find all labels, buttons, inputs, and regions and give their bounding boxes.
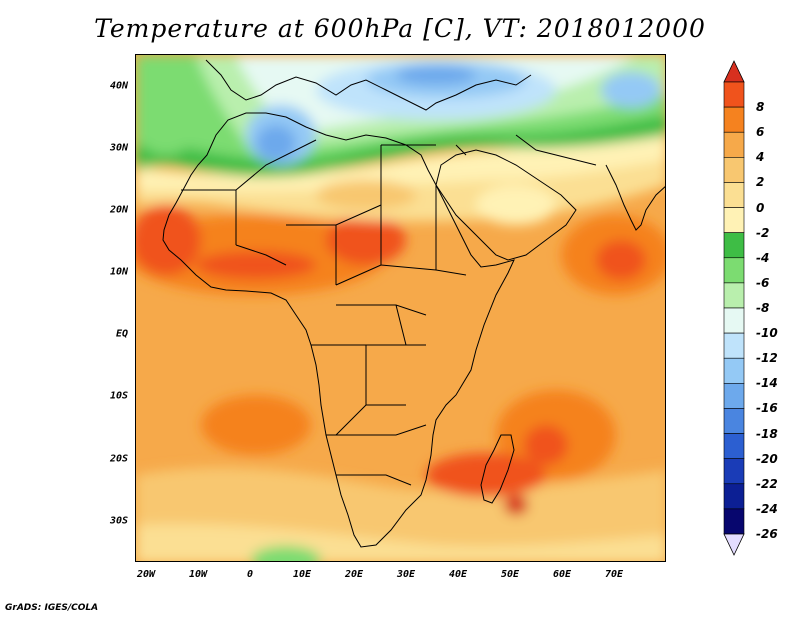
colorbar-swatch [723,508,745,535]
colorbar-top-arrow [723,60,745,83]
colorbar-label: 4 [756,150,765,165]
colorbar-label: -26 [756,527,778,541]
lon-label-10w: 10W [188,569,208,580]
lon-label-60e: 60E [552,569,572,580]
colorbar [723,60,745,556]
coastlines [162,59,665,548]
lat-label-eq: EQ [115,328,128,340]
colorbar-swatch [723,332,745,359]
colorbar-label: -14 [756,376,778,391]
colorbar-swatch [723,232,745,259]
colorbar-swatch [723,433,745,459]
lon-label-70e: 70E [604,569,624,580]
map-title: Temperature at 600hPa [C], VT: 201801200… [94,14,706,43]
grads-credit: GrADS: IGES/COLA [5,603,99,613]
lon-label-20w: 20W [136,569,156,580]
colorbar-label: -8 [756,301,770,315]
colorbar-swatch [723,408,745,434]
colorbar-swatch [723,383,745,409]
colorbar-label: 0 [756,200,765,215]
map-panel [135,54,666,562]
colorbar-bottom-arrow [723,533,745,556]
lon-label-10e: 10E [292,569,312,580]
lat-label-10n: 10N [109,266,128,278]
colorbar-label: 6 [756,125,765,140]
colorbar-label: -24 [756,501,778,516]
lat-label-30s: 30S [109,515,128,527]
lon-label-0: 0 [246,569,254,580]
colorbar-swatch [723,483,745,510]
temperature-contours [136,55,665,561]
lon-label-30e: 30E [396,569,416,580]
lon-label-40e: 40E [448,569,468,580]
colorbar-label: -20 [756,451,778,466]
lat-label-30n: 30N [109,142,128,154]
colorbar-label: -22 [756,476,778,491]
colorbar-label: -10 [756,326,778,341]
lat-label-40n: 40N [109,80,128,92]
lat-label-20s: 20S [109,453,128,465]
lon-label-50e: 50E [500,569,520,580]
colorbar-swatch [723,157,745,183]
colorbar-swatch [723,458,745,485]
colorbar-swatch [723,307,745,334]
lat-label-20n: 20N [109,204,128,216]
colorbar-label: -18 [756,426,778,441]
temperature-map [136,55,665,561]
lat-label-10s: 10S [109,390,128,402]
colorbar-label: -16 [756,401,778,416]
colorbar-label: -2 [756,225,770,240]
colorbar-label: -4 [756,250,770,265]
colorbar-swatch [723,207,745,233]
colorbar-swatch [723,357,745,384]
colorbar-swatch [723,282,745,309]
colorbar-swatch [723,131,745,158]
colorbar-label: 2 [756,175,765,190]
colorbar-swatch [723,106,745,133]
colorbar-label: 8 [756,100,765,115]
colorbar-label: -12 [756,351,778,366]
colorbar-swatch [723,257,745,284]
colorbar-swatch [723,182,745,208]
lon-label-20e: 20E [344,569,364,580]
colorbar-swatch [723,81,745,108]
colorbar-label: -6 [756,275,770,290]
